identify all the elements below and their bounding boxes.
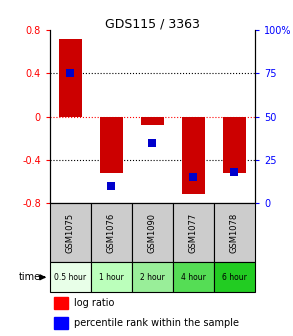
Bar [173, 203, 214, 262]
Bar [173, 262, 214, 292]
Text: log ratio: log ratio [74, 298, 115, 308]
Text: 6 hour: 6 hour [222, 273, 247, 282]
Text: 4 hour: 4 hour [181, 273, 206, 282]
Title: GDS115 / 3363: GDS115 / 3363 [105, 17, 200, 30]
Bar [50, 203, 91, 262]
Bar [214, 203, 255, 262]
Bar [54, 297, 68, 309]
Text: GSM1090: GSM1090 [148, 213, 157, 253]
Text: 0.5 hour: 0.5 hour [54, 273, 86, 282]
Bar [59, 39, 81, 117]
Bar [50, 262, 91, 292]
Bar [54, 317, 68, 329]
Bar [91, 203, 132, 262]
Bar [132, 262, 173, 292]
Text: time: time [19, 272, 41, 282]
Bar [223, 117, 246, 173]
Text: 1 hour: 1 hour [99, 273, 124, 282]
Bar [100, 117, 123, 173]
Bar [182, 117, 205, 195]
Text: GSM1075: GSM1075 [66, 213, 75, 253]
Bar [132, 203, 173, 262]
Text: GSM1078: GSM1078 [230, 213, 239, 253]
Text: GSM1077: GSM1077 [189, 213, 198, 253]
Bar [91, 262, 132, 292]
Text: percentile rank within the sample: percentile rank within the sample [74, 318, 239, 328]
Text: GSM1076: GSM1076 [107, 213, 116, 253]
Bar [141, 117, 163, 125]
Bar [214, 262, 255, 292]
Text: 2 hour: 2 hour [140, 273, 165, 282]
